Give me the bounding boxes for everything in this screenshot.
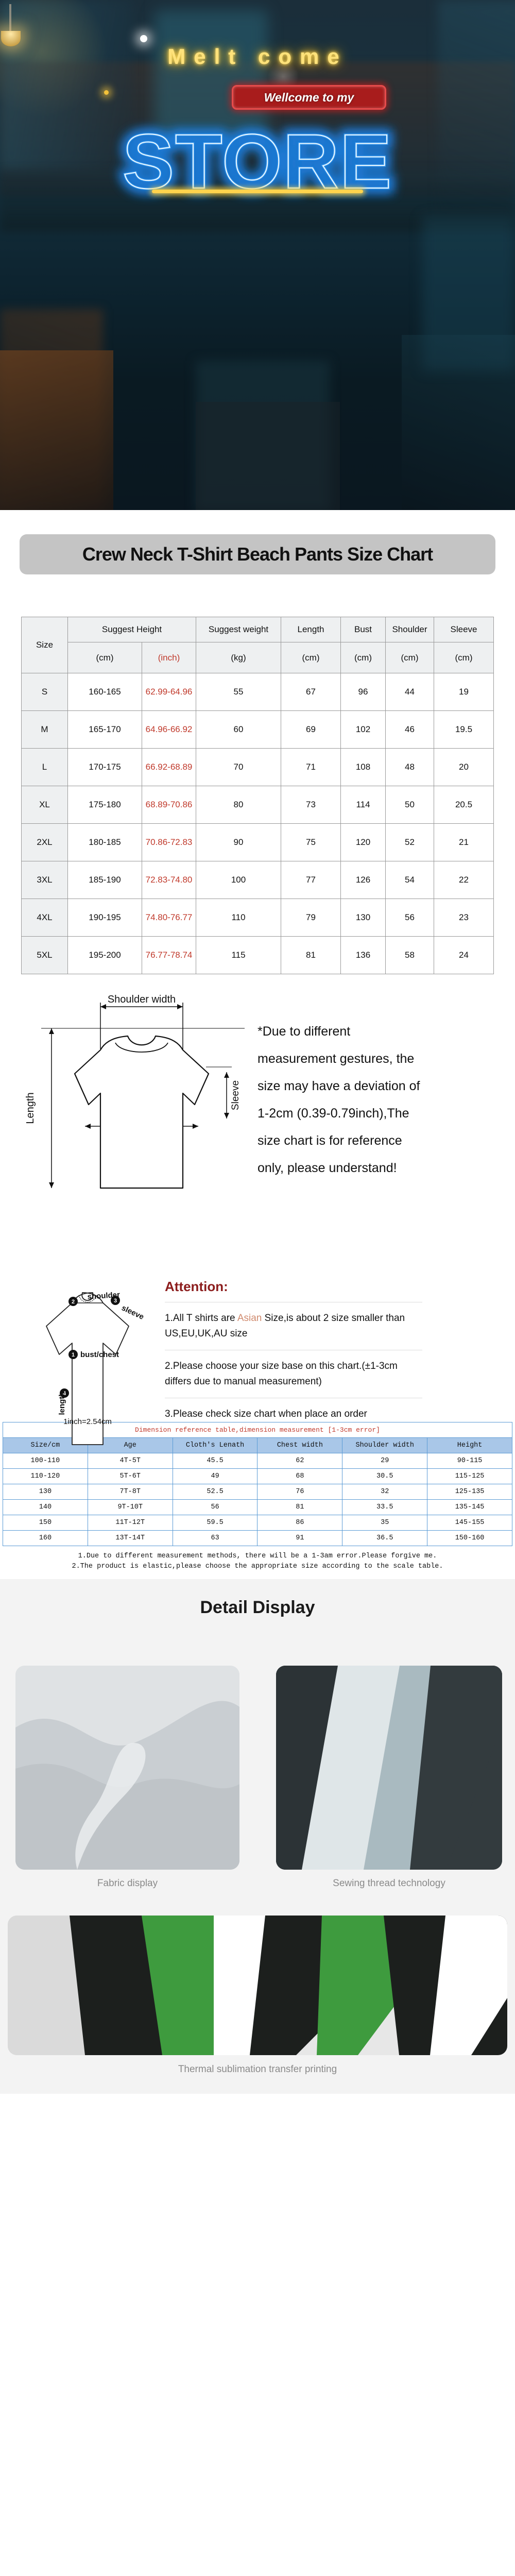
svg-text:Sleeve: Sleeve xyxy=(230,1080,241,1110)
svg-text:bust/chest: bust/chest xyxy=(80,1350,119,1359)
svg-text:Shoulder width: Shoulder width xyxy=(108,994,176,1005)
svg-text:3: 3 xyxy=(114,1298,117,1304)
svg-text:2: 2 xyxy=(72,1299,75,1305)
svg-text:length: length xyxy=(58,1392,66,1415)
svg-text:Length: Length xyxy=(25,1092,36,1124)
svg-text:1: 1 xyxy=(72,1352,75,1358)
svg-text:sleeve: sleeve xyxy=(120,1303,145,1321)
svg-text:1inch=2.54cm: 1inch=2.54cm xyxy=(63,1417,112,1426)
